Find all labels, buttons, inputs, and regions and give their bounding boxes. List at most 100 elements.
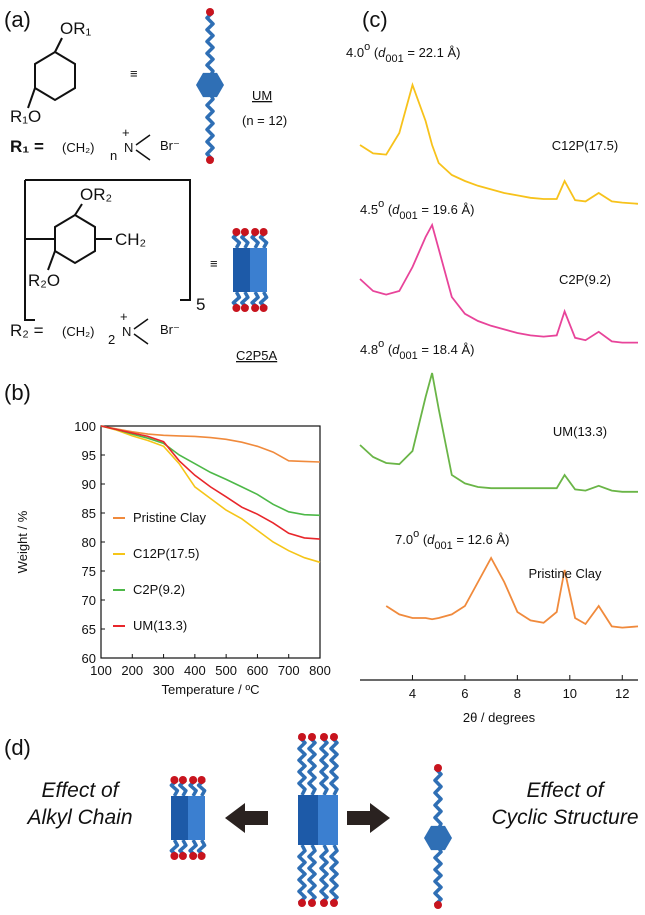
annotation-part: = 18.4 Å) — [418, 342, 475, 357]
ammonium-head — [320, 899, 328, 907]
group-label: 2 — [108, 332, 115, 347]
series-label: Pristine Clay — [529, 566, 602, 581]
bond — [135, 149, 151, 161]
series-line — [100, 425, 321, 540]
alkyl-chain — [307, 844, 317, 905]
y-tick-label: 95 — [82, 448, 96, 463]
y-axis-label: Weight / % — [15, 510, 30, 573]
series-line — [100, 425, 321, 517]
y-tick-label: 85 — [82, 506, 96, 521]
ammonium-head — [434, 764, 442, 772]
ammonium-head — [178, 852, 187, 860]
annotation-part: d — [392, 202, 400, 217]
annotation-part: 4.5 — [360, 202, 378, 217]
x-axis-label: 2θ / degrees — [463, 710, 536, 725]
pillar-core — [318, 795, 338, 845]
ammonium-head — [240, 228, 249, 236]
ammonium-head — [232, 304, 241, 312]
panel-label: (c) — [362, 7, 388, 32]
alkyl-chain — [205, 10, 215, 78]
tga-chart: (b) 60 65 70 75 80 85 90 95 100 100 200 300 400 500 600… — [4, 380, 331, 697]
annotation-part: o — [378, 338, 384, 350]
ammonium-head — [206, 8, 214, 16]
x-tick-label: 800 — [309, 663, 331, 678]
group-label: R₁ = — [10, 137, 44, 156]
alkyl-chain — [297, 735, 307, 796]
x-tick-label: 4 — [409, 686, 416, 701]
ammonium-head — [197, 776, 206, 784]
pillar-core — [233, 248, 250, 292]
effect-label: Effect of — [526, 779, 605, 802]
x-tick-label: 400 — [184, 663, 206, 678]
group-label: + — [120, 309, 128, 324]
annotation-part: o — [364, 41, 370, 53]
ammonium-head — [178, 776, 187, 784]
annotation-part: = 19.6 Å) — [418, 202, 475, 217]
series-label: C2P(9.2) — [559, 272, 611, 287]
benzene-ring — [34, 50, 76, 102]
panel-label: (a) — [4, 7, 31, 32]
annotation-part: ( — [370, 45, 379, 60]
annotation-part: 001 — [434, 540, 452, 552]
annotation-part: d — [427, 532, 435, 547]
ammonium-head — [206, 156, 214, 164]
x-tick-label: 8 — [514, 686, 521, 701]
x-tick-label: 200 — [121, 663, 143, 678]
annotation-part: ( — [419, 532, 428, 547]
group-label: OR₂ — [80, 185, 112, 204]
bond — [133, 333, 149, 345]
diffraction-curve — [359, 372, 638, 493]
series-line — [100, 425, 321, 463]
bracket — [24, 179, 191, 321]
group-label: Br⁻ — [160, 138, 180, 153]
alkyl-chain — [433, 845, 443, 907]
group-label: R₂O — [28, 271, 60, 290]
alkyl-chain — [433, 766, 443, 831]
diffraction-curve — [385, 556, 639, 629]
bond — [47, 250, 56, 271]
annotation-part: d — [392, 342, 400, 357]
ammonium-head — [320, 733, 328, 741]
panel-label: (d) — [4, 735, 31, 760]
group-label: (CH₂) — [62, 140, 94, 155]
bond — [74, 203, 83, 216]
diffraction-curve — [359, 82, 639, 205]
ammonium-head — [251, 228, 260, 236]
x-tick-label: 6 — [461, 686, 468, 701]
ammonium-head — [189, 776, 198, 784]
compound-name: C2P5A — [236, 348, 278, 363]
x-tick-label: 10 — [563, 686, 577, 701]
bond — [133, 318, 149, 330]
annotation-part: 001 — [399, 350, 417, 362]
ammonium-head — [232, 228, 241, 236]
series-label: UM(13.3) — [553, 424, 607, 439]
series-label: C12P(17.5) — [552, 138, 618, 153]
alkyl-chain — [319, 844, 329, 905]
y-tick-label: 80 — [82, 535, 96, 550]
peak-annotation: 7.0o (d001 = 12.6 Å) — [395, 528, 509, 552]
annotation-part: 001 — [385, 53, 403, 65]
diffraction-curve — [359, 222, 638, 344]
ammonium-head — [170, 776, 179, 784]
alkyl-chain — [205, 92, 215, 162]
annotation-part: o — [413, 528, 419, 540]
x-axis-label: Temperature / ºC — [162, 682, 260, 697]
annotation-part: o — [378, 198, 384, 210]
ammonium-head — [330, 733, 338, 741]
annotation-part: ( — [384, 342, 393, 357]
x-tick-label: 300 — [153, 663, 175, 678]
bond — [135, 134, 151, 146]
ammonium-head — [330, 899, 338, 907]
x-tick-label: 12 — [615, 686, 629, 701]
bond — [27, 87, 36, 109]
peak-annotation: 4.8o (d001 = 18.4 Å) — [360, 338, 474, 362]
alkyl-chain — [329, 735, 339, 796]
panel-label: (b) — [4, 380, 31, 405]
ammonium-head — [308, 733, 316, 741]
alkyl-chain — [297, 844, 307, 905]
series-line — [100, 425, 321, 564]
arrow — [225, 803, 268, 833]
annotation-part: 7.0 — [395, 532, 413, 547]
